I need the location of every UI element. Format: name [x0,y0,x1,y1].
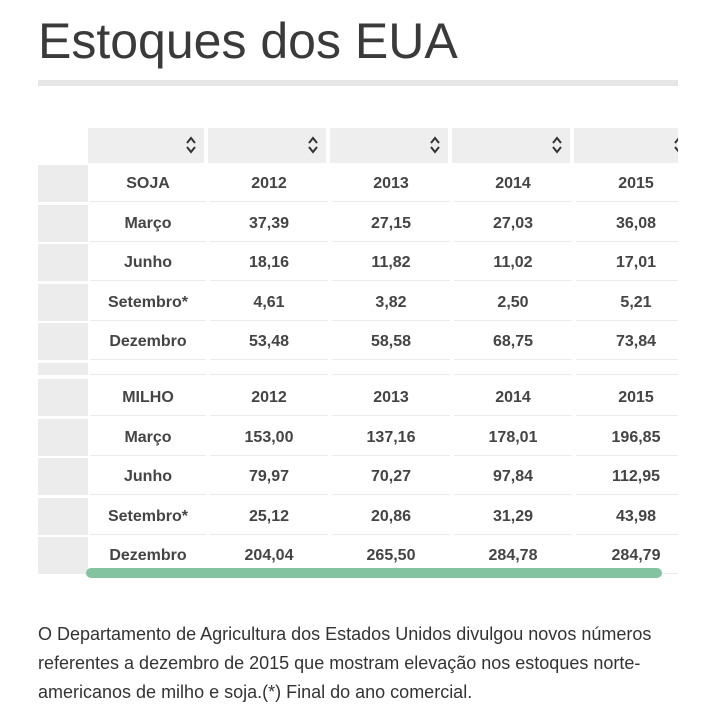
row-stub [38,244,88,282]
month-label: Junho [90,244,206,282]
table-cell: 18,16 [210,244,328,282]
year-header: 2014 [454,379,572,416]
row-stub [38,497,88,535]
section-label: SOJA [90,165,206,202]
month-label: Setembro* [90,283,206,321]
sort-column-2[interactable] [208,128,326,163]
month-label: Dezembro [90,323,206,361]
sort-arrows-icon [552,136,562,154]
year-header: 2013 [332,379,450,416]
table-cell: 43,98 [576,497,678,535]
table-cell: 37,39 [210,204,328,242]
row-stub [38,323,88,361]
row-stub [38,537,88,575]
title-divider [38,80,678,86]
table-cell: 11,82 [332,244,450,282]
table-cell: 27,15 [332,204,450,242]
year-header: 2012 [210,379,328,416]
year-header: 2012 [210,165,328,202]
row-stub [38,418,88,456]
month-label: Março [90,204,206,242]
month-label: Junho [90,458,206,496]
spacer-cell [332,363,450,375]
table-cell: 153,00 [210,418,328,456]
row-stub [38,363,88,375]
table-cell: 11,02 [454,244,572,282]
sort-arrows-icon [186,136,196,154]
table-cell: 20,86 [332,497,450,535]
table-cell: 5,21 [576,283,678,321]
month-label: Março [90,418,206,456]
sort-column-5[interactable] [574,128,678,163]
year-header: 2013 [332,165,450,202]
row-stub [38,204,88,242]
spacer-cell [210,363,328,375]
table-cell: 58,58 [332,323,450,361]
spacer-cell [576,363,678,375]
year-header: 2015 [576,165,678,202]
table-cell: 2,50 [454,283,572,321]
section-label: MILHO [90,379,206,416]
spacer-cell [454,363,572,375]
row-stub [38,458,88,496]
table-description: O Departamento de Agricultura dos Estado… [38,624,652,702]
table-cell: 97,84 [454,458,572,496]
table-cell: 79,97 [210,458,328,496]
month-label: Setembro* [90,497,206,535]
stocks-table: SOJA 2012 2013 2014 2015 Março 37,39 27,15 27,03… [38,128,678,580]
table-cell: 17,01 [576,244,678,282]
sort-arrows-icon [430,136,440,154]
table-cell: 31,29 [454,497,572,535]
table-cell: 178,01 [454,418,572,456]
year-header: 2014 [454,165,572,202]
row-stub [38,379,88,416]
sort-column-4[interactable] [452,128,570,163]
year-header: 2015 [576,379,678,416]
table-cell: 137,16 [332,418,450,456]
table-cell: 53,48 [210,323,328,361]
table-cell: 112,95 [576,458,678,496]
table-cell: 25,12 [210,497,328,535]
sort-column-3[interactable] [330,128,448,163]
table-cell: 36,08 [576,204,678,242]
sort-arrows-icon [674,137,678,153]
row-stub [38,283,88,321]
sort-column-1[interactable] [88,128,204,163]
table-cell: 4,61 [210,283,328,321]
horizontal-scrollbar[interactable] [86,568,662,578]
page-title: Estoques dos EUA [38,13,458,69]
row-stub [38,165,88,202]
table-cell: 27,03 [454,204,572,242]
table-cell: 68,75 [454,323,572,361]
table-cell: 73,84 [576,323,678,361]
table-cell: 70,27 [332,458,450,496]
table-cell: 3,82 [332,283,450,321]
table-cell: 196,85 [576,418,678,456]
spacer-cell [90,363,206,375]
sort-arrows-icon [308,136,318,154]
